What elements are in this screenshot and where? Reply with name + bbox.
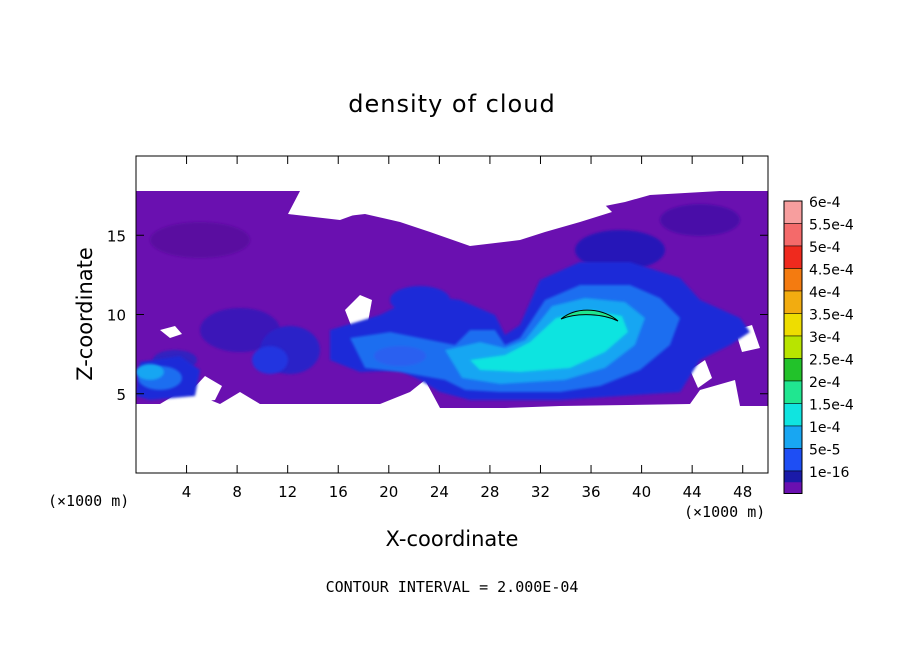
legend-label: 4e-4: [809, 285, 841, 301]
legend-label: 1e-4: [809, 420, 841, 436]
y-tick-label: 15: [107, 227, 126, 245]
legend-label: 2e-4: [809, 375, 841, 391]
x-tick-label: 36: [581, 483, 600, 501]
chart-title: density of cloud: [348, 90, 555, 118]
x-tick-label: 4: [182, 483, 192, 501]
legend-swatch: [783, 200, 803, 224]
legend-bottom-swatch: [784, 482, 802, 494]
y-tick-label: 5: [116, 386, 126, 404]
legend-swatch: [783, 425, 803, 449]
legend-swatch: [783, 245, 803, 269]
cloud-gap-lowleft: [190, 376, 222, 402]
legend-swatch: [783, 223, 803, 247]
x-tick-label: 40: [632, 483, 651, 501]
legend-label: 5.5e-4: [809, 218, 854, 234]
legend-swatch: [783, 358, 803, 382]
legend-swatch: [783, 448, 803, 472]
x-unit-right: (×1000 m): [684, 503, 765, 521]
cloud-level-2e-4: [470, 310, 628, 372]
legend-swatch: [783, 403, 803, 427]
x-tick-label: 32: [531, 483, 550, 501]
contour-line: [560, 309, 619, 322]
legend-label: 5e-4: [809, 240, 841, 256]
plot-area: [136, 156, 768, 473]
y-axis-label: Z-coordinate: [73, 247, 97, 381]
legend-label: 3e-4: [809, 330, 841, 346]
color-legend: 6e-4 5.5e-4 5e-4 4.5e-4 4e-4 3.5e-4 3e-4 2.5e-4…: [783, 195, 854, 494]
legend-swatch: [783, 268, 803, 292]
x-axis-label: X-coordinate: [386, 527, 519, 551]
cloud-gap-left: [160, 326, 182, 338]
y-axis: 5 10 15: [107, 227, 768, 404]
x-tick-label: 28: [480, 483, 499, 501]
legend-label: 3.5e-4: [809, 308, 854, 324]
contour-interval-footer: CONTOUR INTERVAL = 2.000E-04: [326, 578, 579, 596]
legend-swatch: [783, 313, 803, 337]
legend-swatch: [783, 335, 803, 359]
legend-swatch: [783, 290, 803, 314]
legend-swatch: [783, 380, 803, 404]
y-tick-label: 10: [107, 307, 126, 325]
legend-label: 6e-4: [809, 195, 841, 211]
x-tick-label: 44: [683, 483, 702, 501]
x-axis: 4 8 12 16 20 24 28 32 36 40 44 48: [182, 156, 752, 501]
x-tick-label: 8: [232, 483, 242, 501]
legend-label: 2.5e-4: [809, 353, 854, 369]
legend-label: 4.5e-4: [809, 263, 854, 279]
x-tick-label: 12: [278, 483, 297, 501]
x-unit-left: (×1000 m): [48, 492, 129, 510]
legend-frame: [783, 200, 803, 494]
x-tick-label: 24: [430, 483, 449, 501]
x-tick-label: 20: [379, 483, 398, 501]
legend-label: 5e-5: [809, 443, 840, 459]
legend-label: 1.5e-4: [809, 398, 854, 414]
x-tick-label: 48: [733, 483, 752, 501]
x-tick-label: 16: [329, 483, 348, 501]
legend-label: 1e-16: [809, 465, 849, 481]
cloud-gap-upper: [290, 191, 612, 246]
